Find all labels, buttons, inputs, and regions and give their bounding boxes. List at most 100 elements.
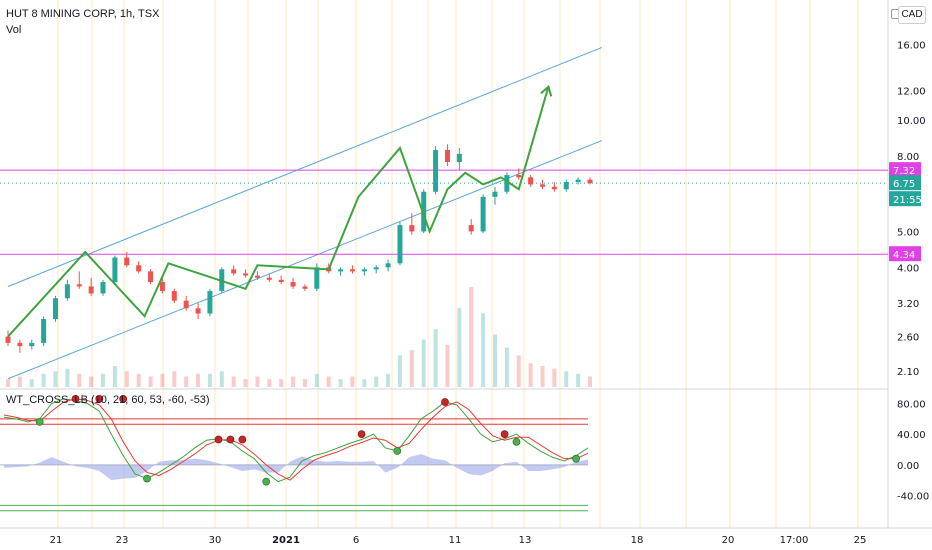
volume-bar: [148, 376, 153, 387]
candle-body: [551, 186, 557, 190]
candle-body: [528, 177, 534, 185]
price-axis[interactable]: 16.00 12.00 10.00 8.00 5.00 4.00 3.20 2.60 2.10 7…: [889, 40, 926, 378]
indicator-histogram: [4, 454, 588, 481]
candle-body: [290, 282, 296, 287]
candlesticks: [5, 144, 593, 353]
price-tick-label: 3.20: [897, 299, 919, 310]
candle-body: [29, 342, 35, 347]
time-tick-label: 23: [116, 535, 129, 546]
cross-dot-red: [441, 398, 449, 406]
candle-body: [148, 271, 154, 283]
time-axis[interactable]: 21 23 30 2021 6 11 13 18 20 17:00 25: [50, 535, 867, 546]
volume-bar: [136, 373, 141, 387]
volume-bar: [101, 373, 106, 387]
volume-bar: [362, 379, 367, 387]
volume-bar: [112, 365, 117, 387]
candle-body: [314, 267, 320, 289]
cross-dot-red: [238, 435, 247, 444]
price-tag: [889, 191, 921, 207]
indicator-tick-label: -40.00: [897, 491, 929, 502]
volume-bar: [41, 373, 46, 387]
price-tag: [889, 246, 921, 262]
cross-dot-green: [143, 474, 151, 483]
candle-body: [456, 153, 462, 163]
indicator-axis: 80.00 40.00 0.00 -40.00: [897, 399, 929, 502]
volume-bar: [219, 371, 224, 387]
volume-bar: [160, 373, 165, 387]
volume-bar: [196, 373, 201, 387]
volume-bar: [184, 376, 189, 387]
cross-dot-red: [71, 394, 80, 403]
candle-body: [254, 275, 260, 278]
volume-label: Vol: [6, 24, 22, 36]
time-tick-label: 25: [854, 535, 867, 546]
time-tick-label: 30: [209, 535, 222, 546]
volume-bar: [314, 373, 319, 387]
volume-bar: [29, 379, 34, 387]
candle-body: [492, 191, 498, 197]
candle-body: [136, 265, 142, 272]
price-tick-label: 12.00: [897, 87, 926, 98]
candle-body: [338, 269, 344, 272]
cross-dot-red: [95, 394, 104, 403]
candle-body: [159, 282, 165, 292]
vertical-grid: [57, 0, 859, 528]
volume-bar: [243, 379, 248, 387]
candle-body: [243, 273, 249, 276]
time-tick-label: 13: [519, 535, 532, 546]
currency-button[interactable]: CAD: [898, 6, 926, 24]
cross-dot-red: [119, 394, 128, 403]
time-tick-label: 21: [50, 535, 63, 546]
volume-bar: [17, 376, 22, 387]
volume-bar: [469, 287, 474, 387]
price-tag-label: 21:55: [893, 195, 922, 206]
volume-bar: [53, 371, 58, 387]
volume-bar: [374, 376, 379, 387]
volume-bar: [326, 376, 331, 387]
candle-body: [278, 279, 284, 283]
zigzag-drawing[interactable]: [7, 84, 553, 338]
volume-bar: [77, 373, 82, 387]
volume-bar: [89, 376, 94, 387]
candle-body: [5, 336, 11, 343]
volume-bar: [540, 365, 545, 387]
volume-bar: [350, 376, 355, 387]
price-tag: [889, 175, 921, 191]
time-tick-label: 2021: [272, 535, 300, 546]
volume-bar: [397, 355, 402, 387]
volume-bar: [481, 313, 486, 387]
price-tick-label: 10.00: [897, 116, 926, 127]
trend-channel[interactable]: [7, 46, 603, 380]
horizontal-lines[interactable]: [0, 169, 888, 255]
candle-body: [231, 269, 237, 274]
price-tick-label: 4.00: [897, 263, 919, 274]
wt2-line: [3, 398, 589, 481]
price-tag-label: 6.75: [893, 179, 915, 190]
candle-body: [112, 257, 118, 283]
volume-bar: [172, 371, 177, 387]
volume-bar: [279, 379, 284, 387]
time-tick-label: 17:00: [780, 535, 809, 546]
volume-bar: [302, 379, 307, 387]
wt-cross-indicator: [0, 394, 589, 512]
indicator-tick-label: 0.00: [897, 461, 919, 472]
candle-body: [64, 284, 70, 299]
price-tick-label: 5.00: [897, 227, 919, 238]
time-tick-label: 6: [353, 535, 359, 546]
volume-bar: [6, 379, 10, 387]
indicator-label: WT_CROSS_LB (10, 21, 60, 53, -60, -53): [6, 394, 210, 406]
volume-bar: [445, 344, 450, 387]
cross-dot-green: [572, 454, 580, 463]
price-tick-label: 2.60: [897, 333, 919, 344]
horizontal-grid: [0, 0, 932, 529]
candle-body: [349, 269, 355, 272]
volume-bars: [6, 287, 592, 387]
volume-bar: [576, 373, 581, 387]
candle-body: [41, 319, 47, 343]
cross-dot-green: [393, 447, 402, 455]
cross-dot-red: [500, 430, 509, 439]
candle-body: [575, 179, 581, 182]
price-tick-label: 2.10: [897, 367, 919, 378]
zigzag-line: [7, 86, 550, 338]
